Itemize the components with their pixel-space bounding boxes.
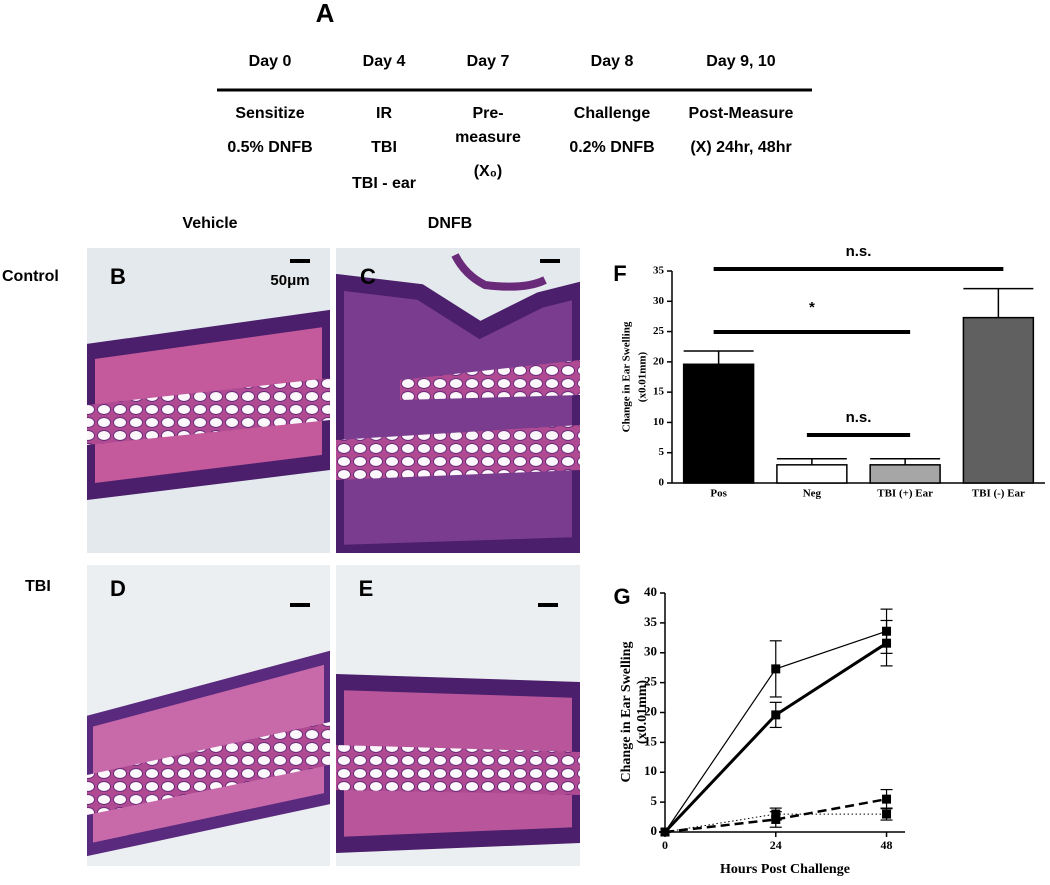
day-label: Day 9, 10 xyxy=(706,53,775,70)
step-text: Post-Measure xyxy=(689,105,794,122)
scale-bar xyxy=(290,603,310,607)
x-tick-label: TBI (+) Ear xyxy=(877,488,933,500)
x-tick-label: Pos xyxy=(710,488,727,500)
x-tick-label: Neg xyxy=(803,488,822,500)
panel-label: A xyxy=(316,0,335,28)
y-tick-label: 10 xyxy=(653,416,665,428)
step-text: (X) 24hr, 48hr xyxy=(690,139,791,156)
step-text: TBI xyxy=(371,139,397,156)
y-tick-label: 35 xyxy=(653,265,665,277)
panel-label: C xyxy=(360,264,376,289)
y-tick-label: 15 xyxy=(644,733,658,748)
y-tick-label: 20 xyxy=(644,703,657,718)
significance-label: n.s. xyxy=(846,409,872,426)
micrograph-e xyxy=(336,565,580,866)
panel-label: F xyxy=(613,261,626,286)
y-tick-label: 20 xyxy=(653,355,665,367)
x-axis-label: Hours Post Challenge xyxy=(720,862,850,877)
day-label: Day 8 xyxy=(591,53,634,70)
panel-label: G xyxy=(613,584,630,609)
y-tick-label: 0 xyxy=(659,477,665,489)
y-axis-label: Change in Ear Swelling xyxy=(621,321,633,432)
y-axis-label: (x0.01mm) xyxy=(637,351,649,402)
marker xyxy=(771,664,781,674)
day-label: Day 7 xyxy=(467,53,510,70)
x-tick-label: 0 xyxy=(662,838,668,852)
step-text: measure xyxy=(455,129,521,146)
marker xyxy=(882,794,892,804)
y-tick-label: 0 xyxy=(651,823,658,838)
micrograph-d xyxy=(87,565,330,866)
column-header: Vehicle xyxy=(182,215,237,232)
scale-label: 50μm xyxy=(270,272,309,289)
step-text: (X₀) xyxy=(474,163,503,180)
day-label: Day 4 xyxy=(363,53,406,70)
step-text: Pre- xyxy=(472,105,503,122)
series-line xyxy=(664,797,887,834)
step-text: Sensitize xyxy=(235,105,304,122)
y-tick-label: 5 xyxy=(651,793,658,808)
y-axis-label: Change in Ear Swelling xyxy=(619,642,634,783)
y-axis-label: (x0.01mm) xyxy=(635,680,650,744)
y-tick-label: 15 xyxy=(653,386,665,398)
y-tick-label: 35 xyxy=(644,614,658,629)
scale-bar xyxy=(538,603,558,607)
y-tick-label: 25 xyxy=(644,674,658,689)
bar xyxy=(869,464,941,484)
x-tick-label: TBI (-) Ear xyxy=(972,488,1025,500)
significance-label: n.s. xyxy=(846,243,872,260)
bar xyxy=(682,363,755,484)
panel-label: B xyxy=(110,264,126,289)
scale-bar xyxy=(540,259,560,263)
marker xyxy=(882,809,892,819)
y-tick-label: 10 xyxy=(644,763,657,778)
bar xyxy=(776,464,848,484)
panel-label: D xyxy=(110,576,126,601)
y-tick-label: 40 xyxy=(644,584,657,599)
step-text: 0.5% DNFB xyxy=(227,139,312,156)
micrograph-b xyxy=(87,248,330,553)
step-text: Challenge xyxy=(574,105,651,122)
panel-label: E xyxy=(359,576,374,601)
column-header: DNFB xyxy=(428,215,472,232)
scale-bar xyxy=(290,259,310,263)
x-tick-label: 48 xyxy=(881,838,893,852)
step-text: TBI - ear xyxy=(352,175,416,192)
y-tick-label: 25 xyxy=(653,325,665,337)
micrograph-c xyxy=(336,248,580,553)
step-text: 0.2% DNFB xyxy=(569,139,654,156)
day-label: Day 0 xyxy=(249,53,292,70)
bar xyxy=(962,316,1035,484)
step-text: IR xyxy=(376,105,392,122)
marker xyxy=(771,710,781,720)
y-tick-label: 30 xyxy=(644,644,657,659)
marker xyxy=(771,809,781,819)
row-header: Control xyxy=(2,268,59,285)
y-tick-label: 5 xyxy=(659,446,665,458)
row-header: TBI xyxy=(25,578,51,595)
marker xyxy=(882,638,892,648)
x-tick-label: 24 xyxy=(770,838,782,852)
marker xyxy=(660,827,670,837)
y-tick-label: 30 xyxy=(653,295,665,307)
significance-label: * xyxy=(809,299,815,316)
